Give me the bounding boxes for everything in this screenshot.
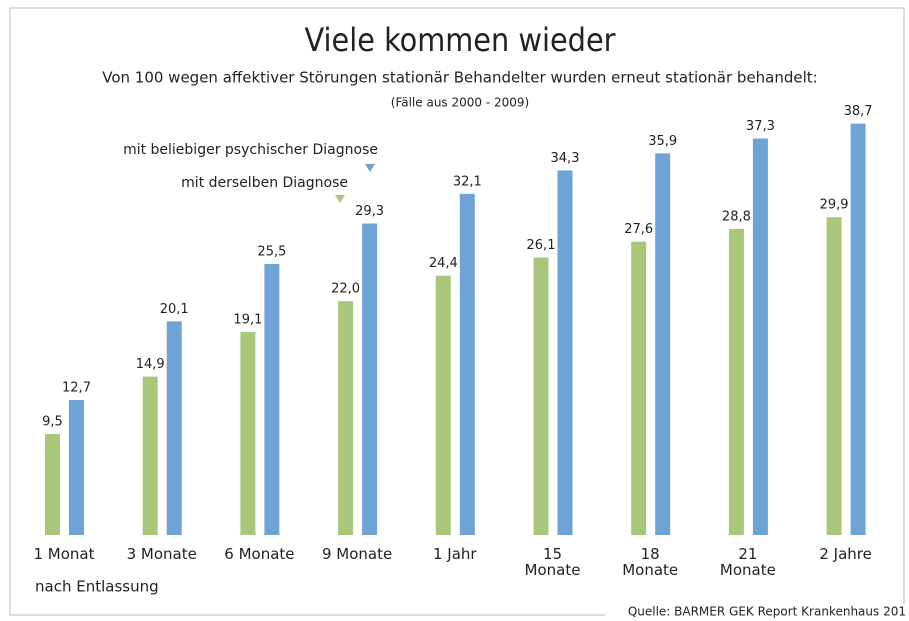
x-tick-label: 1 Jahr: [432, 545, 477, 563]
data-label: 14,9: [136, 357, 165, 372]
data-label: 19,1: [233, 312, 262, 327]
x-tick-label: 18 Monate: [622, 545, 679, 579]
legend-label: mit beliebiger psychischer Diagnose: [123, 142, 378, 158]
frame: [9, 7, 905, 616]
subtitle: Von 100 wegen affektiver Störungen stati…: [102, 69, 818, 87]
chart-title: Viele kommen wieder: [305, 21, 616, 59]
source: Quelle: BARMER GEK Report Krankenhaus 20…: [628, 605, 906, 619]
data-label: 25,5: [257, 244, 286, 259]
data-label: 34,3: [551, 151, 580, 166]
bar: [826, 217, 842, 535]
data-label: 29,3: [355, 204, 384, 219]
bar: [264, 263, 280, 535]
data-label: 29,9: [820, 198, 849, 213]
bar: [728, 228, 744, 535]
legend-label: mit derselben Diagnose: [181, 175, 348, 191]
x-tick-label: 15 Monate: [524, 545, 581, 579]
bar: [850, 123, 866, 535]
data-label: 26,1: [527, 238, 556, 253]
bar: [655, 153, 671, 535]
x-tick-label: 1 Monat: [33, 545, 95, 563]
bar: [45, 434, 60, 535]
data-label: 24,4: [429, 256, 458, 271]
data-label: 27,6: [624, 222, 653, 237]
bar: [752, 138, 768, 535]
data-label: 20,1: [160, 302, 189, 317]
bar: [362, 223, 378, 535]
bar: [459, 193, 475, 536]
bar: [338, 301, 354, 535]
data-label: 32,1: [453, 174, 482, 189]
bar: [631, 241, 647, 535]
data-label: 35,9: [648, 134, 677, 149]
x-tick-label: 9 Monate: [321, 545, 393, 563]
x-tick-label: 2 Jahre: [819, 545, 872, 563]
note: (Fälle aus 2000 - 2009): [391, 96, 529, 110]
x-label: nach Entlassung: [35, 578, 159, 596]
bar: [435, 275, 451, 535]
x-tick-label: 6 Monate: [224, 545, 295, 563]
x-tick-label: 21 Monate: [719, 545, 776, 579]
bar: [240, 331, 256, 535]
bar: [142, 376, 158, 535]
data-label: 37,3: [746, 119, 775, 134]
bar: [166, 321, 182, 535]
data-label: 12,7: [62, 380, 91, 395]
x-tick-label: 3 Monate: [126, 545, 197, 563]
source-bg: [605, 604, 909, 621]
bar: [69, 399, 84, 535]
bar: [557, 170, 573, 536]
bar: [533, 257, 549, 535]
data-label: 9,5: [42, 415, 63, 430]
data-label: 22,0: [331, 282, 360, 297]
legend-marker: [365, 164, 375, 172]
data-label: 28,8: [722, 209, 751, 224]
legend-marker: [335, 195, 345, 203]
data-label: 38,7: [844, 104, 873, 119]
